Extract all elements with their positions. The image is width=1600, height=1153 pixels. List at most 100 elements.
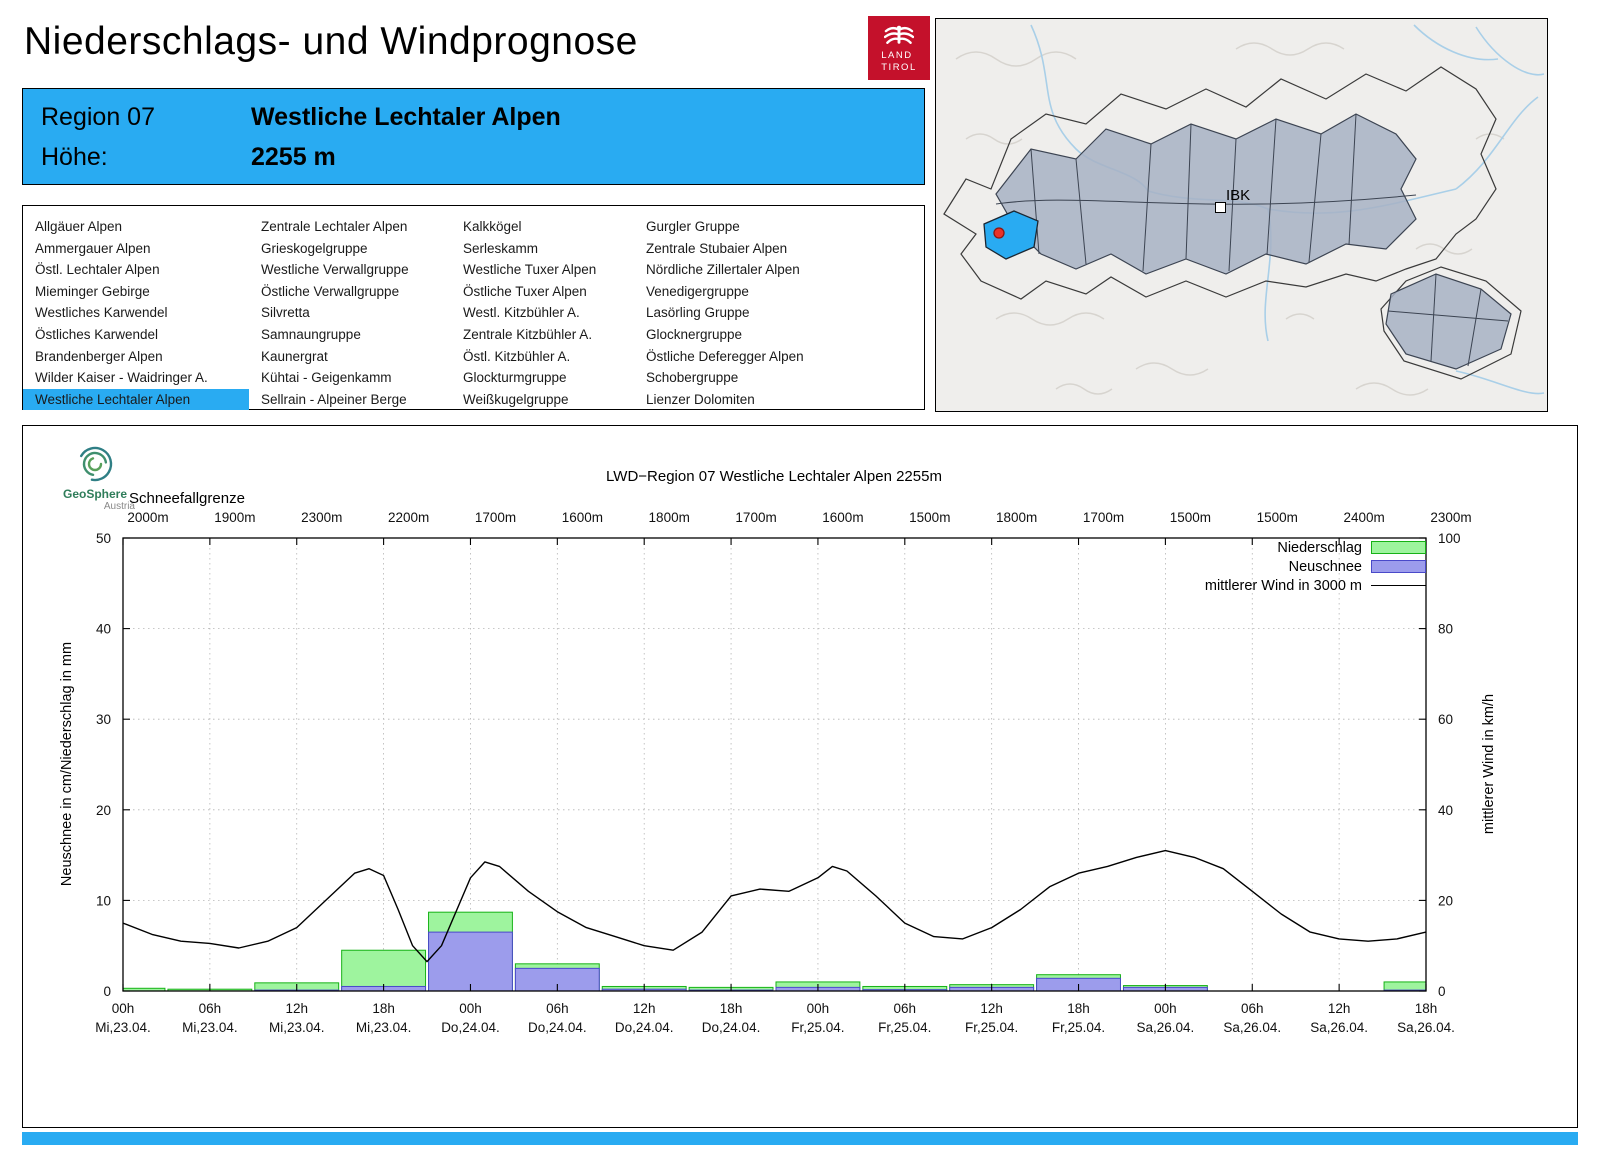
region-list-item[interactable]: Westl. Kitzbühler A. — [463, 305, 580, 321]
map-marker-ibk: IBK — [1226, 187, 1251, 204]
map-region-highlighted[interactable] — [983, 210, 1039, 260]
map-marker-square — [1215, 202, 1226, 213]
svg-text:1800m: 1800m — [996, 510, 1037, 525]
svg-text:12h: 12h — [980, 1001, 1003, 1016]
region-list-item[interactable]: Östliche Deferegger Alpen — [646, 348, 804, 364]
svg-text:00h: 00h — [112, 1001, 135, 1016]
region-list-item[interactable]: Zentrale Lechtaler Alpen — [261, 219, 408, 234]
svg-text:60: 60 — [1438, 712, 1453, 727]
region-list-item[interactable]: Glocknergruppe — [646, 326, 743, 342]
region-list-item[interactable]: Glockturmgruppe — [463, 370, 567, 386]
svg-text:Sa,26.04.: Sa,26.04. — [1310, 1020, 1368, 1035]
svg-text:18h: 18h — [1415, 1001, 1438, 1016]
region-list-item[interactable]: Westliche Verwallgruppe — [261, 262, 409, 278]
svg-text:Fr,25.04.: Fr,25.04. — [791, 1020, 844, 1035]
chart-grid — [123, 538, 1427, 991]
region-list-item[interactable]: Sellrain - Alpeiner Berge — [261, 391, 407, 407]
region-list-item[interactable]: Östl. Kitzbühler A. — [463, 348, 571, 364]
region-list-item[interactable]: Gurgler Gruppe — [646, 219, 740, 234]
svg-text:18h: 18h — [1067, 1001, 1090, 1016]
svg-text:2000m: 2000m — [127, 510, 168, 525]
region-list-item-selected[interactable]: Westliche Lechtaler Alpen — [23, 388, 249, 411]
region-list-item[interactable]: Östliches Karwendel — [35, 326, 159, 342]
region-list-column: Gurgler Gruppe Zentrale Stubaier Alpen Nör… — [634, 216, 924, 409]
region-list-item[interactable]: Östliche Tuxer Alpen — [463, 283, 587, 299]
niederschlag-swatch-icon — [1371, 541, 1426, 554]
geosphere-logo: GeoSphere Austria — [51, 442, 139, 512]
svg-text:Fr,25.04.: Fr,25.04. — [1052, 1020, 1105, 1035]
svg-text:Do,24.04.: Do,24.04. — [441, 1020, 500, 1035]
svg-text:Do,24.04.: Do,24.04. — [615, 1020, 674, 1035]
svg-text:2200m: 2200m — [388, 510, 429, 525]
chart-title: LWD−Region 07 Westliche Lechtaler Alpen … — [606, 468, 942, 485]
svg-text:0: 0 — [1438, 984, 1446, 999]
axis-ticks — [122, 537, 1427, 992]
tirol-map-svg — [943, 24, 1545, 396]
legend-label-niederschlag: Niederschlag — [1277, 539, 1362, 556]
snowline-label: Schneefallgrenze — [129, 490, 245, 507]
geosphere-name: GeoSphere — [62, 487, 128, 501]
region-list-item[interactable]: Westliche Tuxer Alpen — [463, 262, 597, 278]
region-list-item[interactable]: Lienzer Dolomiten — [646, 391, 755, 407]
region-name: Westliche Lechtaler Alpen — [251, 103, 561, 131]
region-list-item[interactable]: Westliches Karwendel — [35, 305, 168, 321]
land-tirol-logo-text: LAND TIROL — [881, 50, 917, 73]
region-info-box: Region 07 Westliche Lechtaler Alpen Höhe… — [22, 88, 925, 185]
region-list-item[interactable]: Venedigergruppe — [646, 283, 749, 299]
region-list-item[interactable]: Brandenberger Alpen — [35, 348, 163, 364]
region-list-item[interactable]: Silvretta — [261, 305, 310, 321]
svg-text:00h: 00h — [807, 1001, 830, 1016]
region-list: Allgäuer Alpen Ammergauer Alpen Östl. Lech… — [22, 205, 925, 411]
legend-label-wind: mittlerer Wind in 3000 m — [1204, 577, 1362, 594]
svg-text:Sa,26.04.: Sa,26.04. — [1397, 1020, 1455, 1035]
wind-line — [122, 849, 1427, 963]
region-list-column: Allgäuer Alpen Ammergauer Alpen Östl. Lech… — [23, 216, 249, 411]
svg-text:Fr,25.04.: Fr,25.04. — [878, 1020, 931, 1035]
map-region-borders-east — [1387, 273, 1509, 367]
svg-text:Mi,23.04.: Mi,23.04. — [269, 1020, 325, 1035]
region-list-item[interactable]: Zentrale Stubaier Alpen — [646, 240, 788, 256]
region-list-item[interactable]: Kaunergrat — [261, 348, 328, 364]
region-list-item[interactable]: Mieminger Gebirge — [35, 283, 150, 299]
region-list-item[interactable]: Kühtai - Geigenkamm — [261, 370, 392, 386]
state-border — [943, 66, 1497, 300]
wind-line-swatch-icon — [1371, 585, 1426, 586]
footer-accent-bar — [22, 1132, 1578, 1145]
legend-label-neuschnee: Neuschnee — [1288, 558, 1362, 575]
region-list-item[interactable]: Weißkugelgruppe — [463, 391, 569, 407]
region-list-item[interactable]: Östliche Verwallgruppe — [261, 283, 400, 299]
region-list-item[interactable]: Kalkkögel — [463, 219, 522, 234]
region-list-item[interactable]: Allgäuer Alpen — [35, 219, 123, 234]
region-list-item[interactable]: Zentrale Kitzbühler A. — [463, 326, 593, 342]
region-list-item[interactable]: Lasörling Gruppe — [646, 305, 750, 321]
svg-text:12h: 12h — [285, 1001, 308, 1016]
region-list-item[interactable]: Nördliche Zillertaler Alpen — [646, 262, 800, 278]
chart-plot: 0 10 20 30 40 50 0 20 40 60 80 100 00h Mi,23.04. 06h Mi… — [95, 510, 1471, 1035]
region-list-item[interactable]: Serleskamm — [463, 240, 539, 256]
map-regions-east[interactable] — [1385, 273, 1512, 370]
region-list-item[interactable]: Samnaungruppe — [261, 326, 361, 342]
forecast-chart-panel: GeoSphere Austria LWD−Region 07 Westlich… — [22, 425, 1578, 1128]
region-list-item[interactable]: Schobergruppe — [646, 370, 739, 386]
svg-text:20: 20 — [1438, 893, 1453, 908]
svg-text:1600m: 1600m — [562, 510, 603, 525]
svg-text:18h: 18h — [720, 1001, 743, 1016]
tirol-map[interactable]: IBK — [935, 18, 1548, 412]
svg-text:2400m: 2400m — [1343, 510, 1384, 525]
terrain-texture — [955, 42, 1505, 396]
map-regions-main[interactable] — [995, 113, 1417, 275]
region-list-item[interactable]: Ammergauer Alpen — [35, 240, 151, 256]
chart-legend: Niederschlag Neuschnee mittlerer Wind in… — [1205, 538, 1426, 595]
elevation-label: Höhe: — [41, 143, 108, 171]
geosphere-country: Austria — [103, 501, 135, 512]
state-border-east — [1380, 266, 1522, 380]
svg-text:Do,24.04.: Do,24.04. — [702, 1020, 761, 1035]
svg-text:20: 20 — [96, 803, 111, 818]
map-red-dot — [993, 227, 1005, 239]
svg-text:1500m: 1500m — [1170, 510, 1211, 525]
region-list-item[interactable]: Wilder Kaiser - Waidringer A. — [35, 370, 208, 386]
svg-text:Sa,26.04.: Sa,26.04. — [1137, 1020, 1195, 1035]
region-list-item[interactable]: Östl. Lechtaler Alpen — [35, 262, 160, 278]
svg-text:1800m: 1800m — [649, 510, 690, 525]
region-list-item[interactable]: Grieskogelgruppe — [261, 240, 368, 256]
